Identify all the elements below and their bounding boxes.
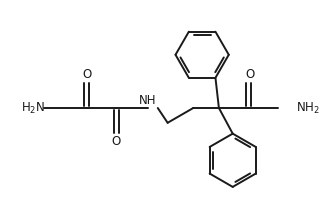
Text: H$_2$N: H$_2$N <box>21 100 46 116</box>
Text: NH: NH <box>139 94 157 107</box>
Text: O: O <box>246 68 255 81</box>
Text: NH$_2$: NH$_2$ <box>296 100 319 116</box>
Text: O: O <box>82 68 91 81</box>
Text: O: O <box>112 135 121 148</box>
